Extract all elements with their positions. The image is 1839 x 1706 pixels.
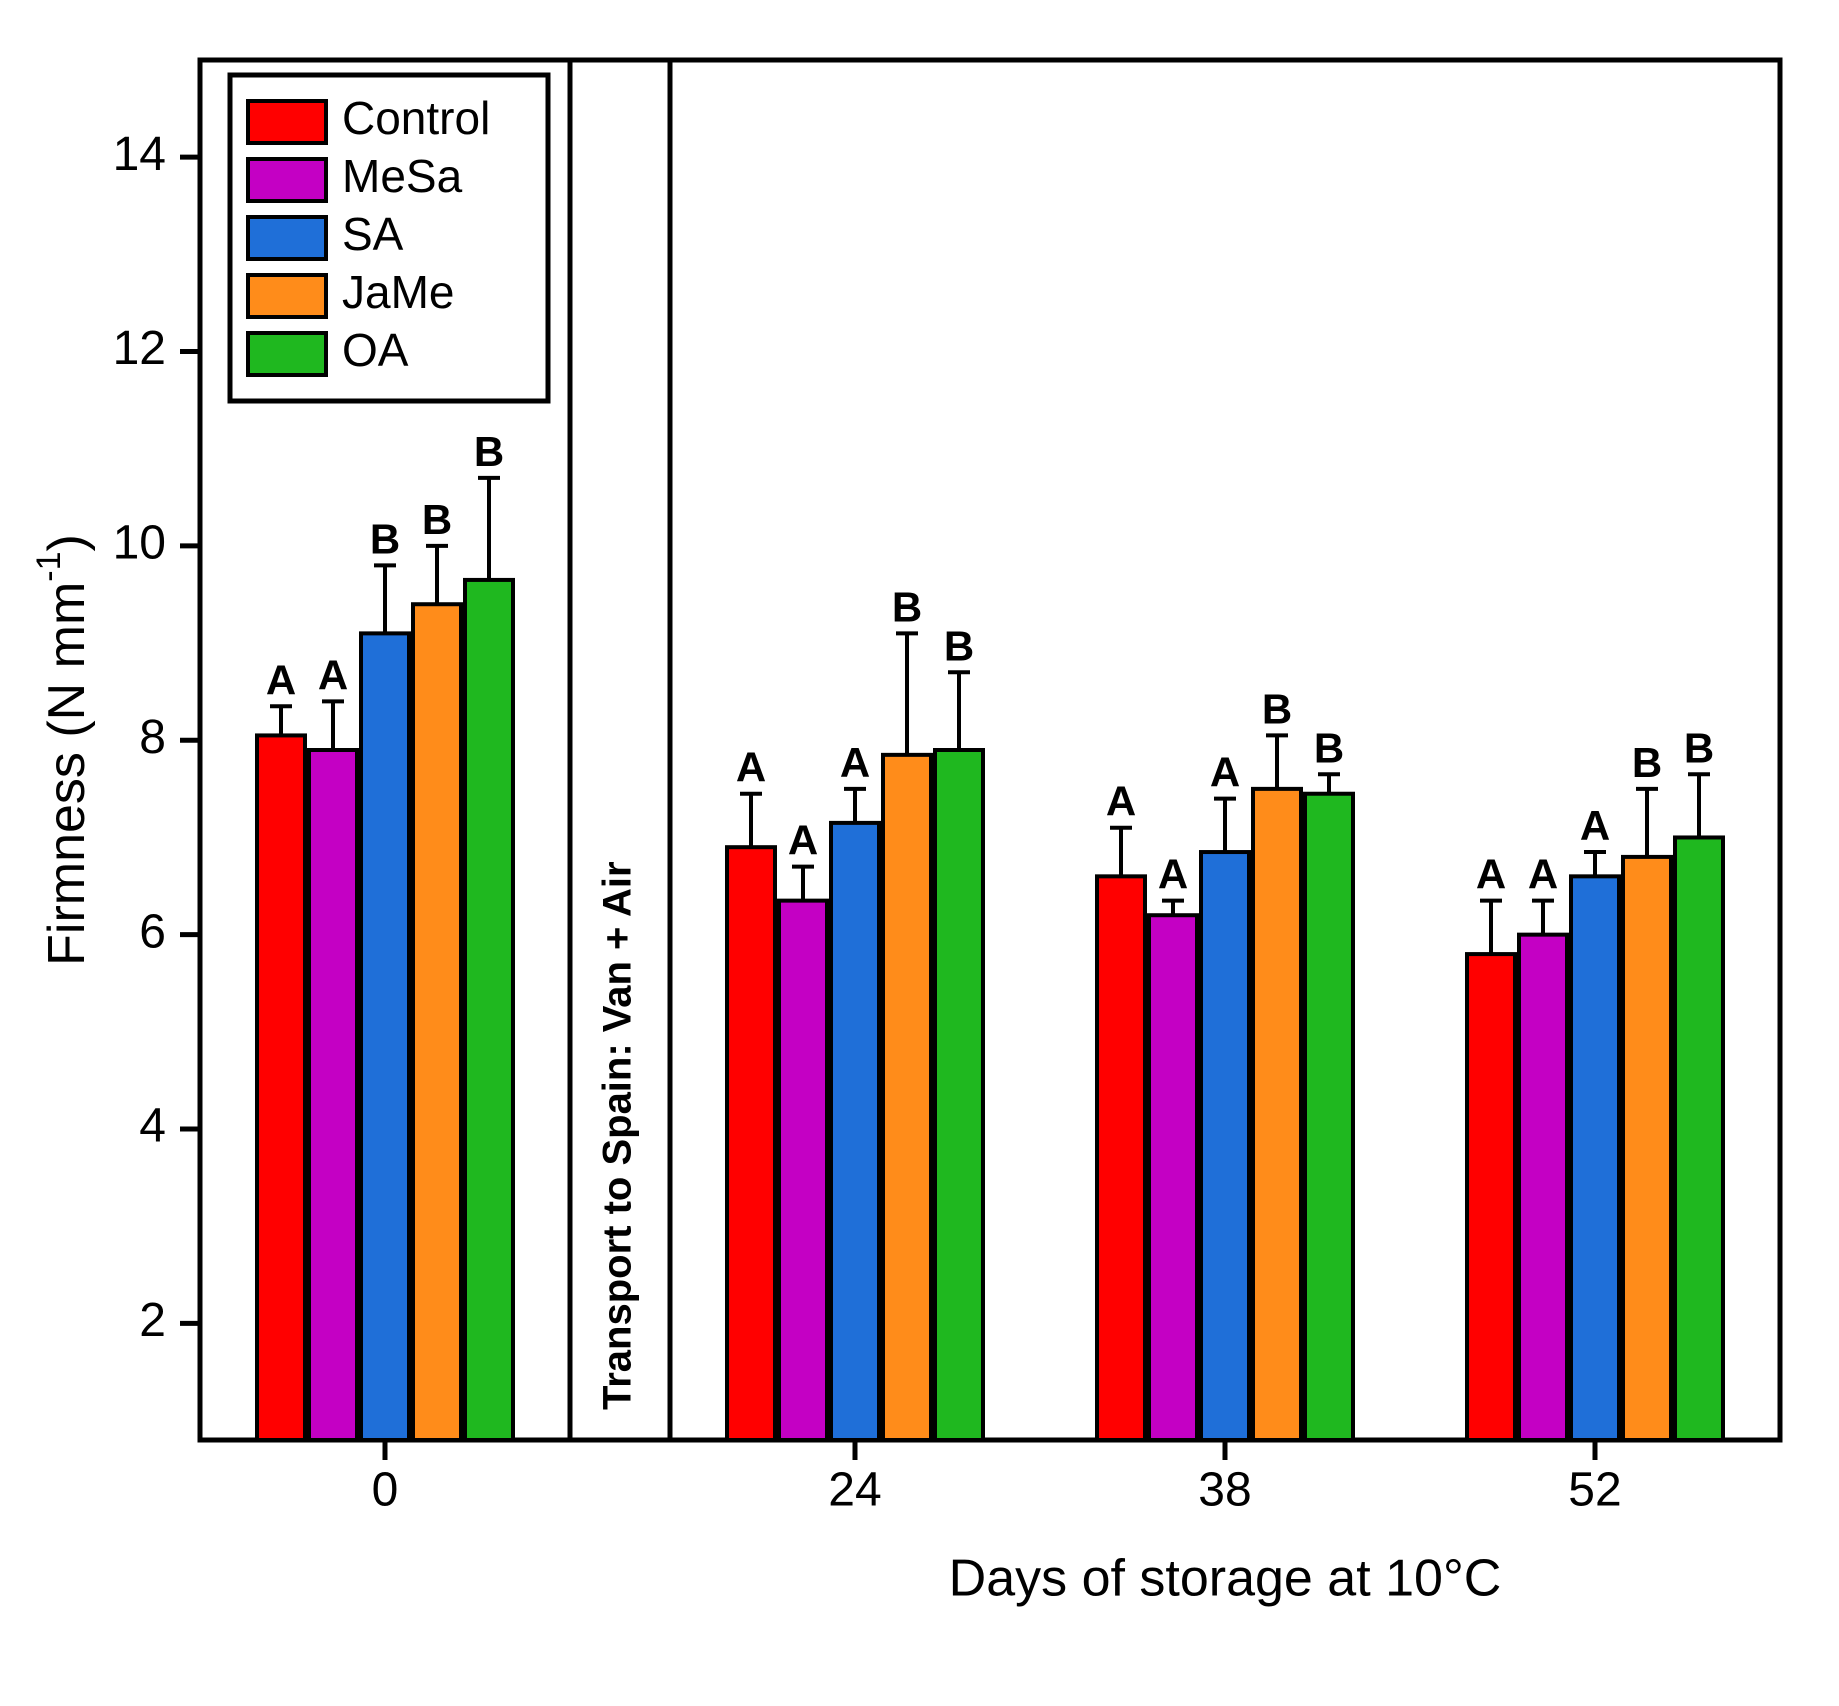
bar-sig-letter: B [1314,724,1344,771]
bar-sig-letter: A [1528,851,1558,898]
legend-swatch [248,101,326,143]
bar [883,755,931,1440]
bar [1467,954,1515,1440]
legend-swatch [248,217,326,259]
bar-sig-letter: A [1106,778,1136,825]
bar [779,901,827,1440]
bar [1149,915,1197,1440]
y-tick-label: 8 [139,711,166,764]
legend-swatch [248,275,326,317]
bar-sig-letter: A [788,817,818,864]
y-tick-label: 2 [139,1294,166,1347]
bar [935,750,983,1440]
bar [1253,789,1301,1440]
y-tick-label: 10 [113,517,166,570]
bar [831,823,879,1440]
bar [1519,935,1567,1440]
bar [727,847,775,1440]
legend-label: OA [342,324,409,376]
y-axis-label: Firmness (N mm-1) [30,534,96,966]
bar-sig-letter: B [474,428,504,475]
legend-label: JaMe [342,266,454,318]
bar-sig-letter: A [840,739,870,786]
bar [1305,794,1353,1440]
x-tick-label: 52 [1568,1464,1621,1517]
bar [361,633,409,1440]
x-axis-label: Days of storage at 10°C [949,1550,1502,1608]
bar [465,580,513,1440]
bar-sig-letter: B [1632,739,1662,786]
transport-gap-label: Transport to Spain: Van + Air [596,861,640,1410]
bar [1571,876,1619,1440]
legend-label: MeSa [342,150,463,202]
bar-sig-letter: A [318,651,348,698]
y-tick-label: 6 [139,905,166,958]
bar [1675,837,1723,1440]
bar-sig-letter: B [370,515,400,562]
bar [1623,857,1671,1440]
bar-sig-letter: A [1580,802,1610,849]
bar [413,604,461,1440]
bar-sig-letter: B [422,496,452,543]
bar-sig-letter: B [892,583,922,630]
firmness-bar-chart: 2468101214Firmness (N mm-1)0243852Days o… [0,0,1839,1706]
bar-sig-letter: B [944,622,974,669]
legend-label: SA [342,208,404,260]
bar [257,735,305,1440]
bar-sig-letter: A [1210,749,1240,796]
bar-sig-letter: A [1158,851,1188,898]
legend-swatch [248,333,326,375]
bar [1097,876,1145,1440]
x-tick-label: 38 [1198,1464,1251,1517]
bar-sig-letter: B [1684,724,1714,771]
x-tick-label: 0 [372,1464,399,1517]
y-tick-label: 14 [113,128,166,181]
bar [1201,852,1249,1440]
y-tick-label: 12 [113,322,166,375]
bar-sig-letter: A [266,656,296,703]
bar-sig-letter: A [1476,851,1506,898]
bar-sig-letter: B [1262,685,1292,732]
legend-label: Control [342,92,490,144]
x-tick-label: 24 [828,1464,881,1517]
legend-swatch [248,159,326,201]
bar-sig-letter: A [736,744,766,791]
y-tick-label: 4 [139,1100,166,1153]
bar [309,750,357,1440]
